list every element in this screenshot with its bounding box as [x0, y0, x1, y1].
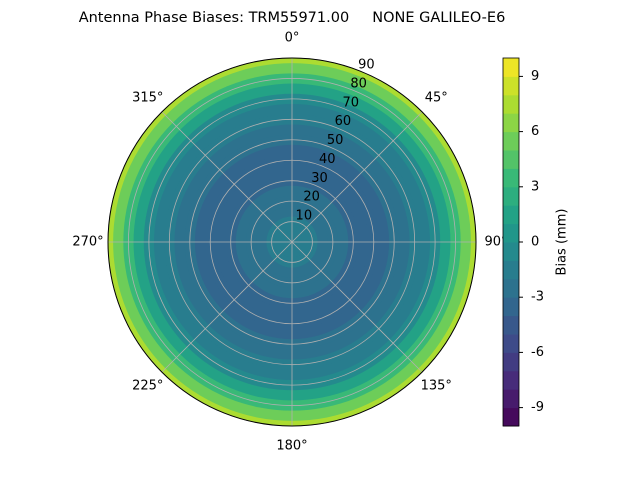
colorbar: -9 -6 -3 0 3 6 9 Bias (mm) [502, 57, 570, 427]
colorbar-band [503, 297, 519, 317]
r-tick-label: 80 [350, 76, 367, 91]
r-tick-label: 40 [319, 152, 336, 167]
colorbar-band [503, 242, 519, 261]
r-tick-label: 10 [296, 209, 313, 224]
chart-title: Antenna Phase Biases: TRM55971.00 NONE G… [79, 10, 506, 26]
colorbar-band [503, 76, 519, 96]
polar-frame [107, 57, 477, 427]
theta-tick-label: 0° [285, 31, 300, 46]
colorbar-tick-label: -3 [531, 290, 544, 305]
colorbar-band [503, 94, 519, 114]
colorbar-band [503, 205, 519, 225]
r-tick-label: 90 [358, 58, 375, 73]
theta-tick-label: 90° [484, 235, 507, 250]
theta-tick-label: 45° [425, 90, 448, 105]
grid-spoke [161, 111, 293, 243]
grid-spoke [291, 241, 423, 373]
colorbar-tick-label: -9 [531, 400, 544, 415]
grid-spoke [291, 111, 423, 243]
colorbar-tick-label: -6 [531, 345, 544, 360]
colorbar-band [503, 186, 519, 206]
theta-tick-label: 315° [132, 90, 163, 105]
theta-tick-label: 180° [276, 439, 307, 454]
colorbar-band [503, 150, 519, 169]
colorbar-band [503, 352, 519, 372]
colorbar-tick-label: 6 [531, 124, 539, 139]
colorbar-band [503, 131, 519, 151]
colorbar-band [503, 315, 519, 335]
polar-plot: 10 20 30 40 50 60 70 80 90 0° 45° 90° 135° 180° 225° 27… [72, 31, 507, 454]
theta-tick-label: 135° [421, 379, 452, 394]
colorbar-tick-label: 0 [531, 235, 539, 250]
colorbar-band [503, 168, 519, 188]
colorbar-band [503, 58, 519, 77]
colorbar-band [503, 389, 519, 409]
r-tick-label: 60 [335, 114, 352, 129]
colorbar-band [503, 113, 519, 133]
colorbar-band [503, 223, 519, 243]
colorbar-band [503, 278, 519, 298]
theta-tick-label: 225° [132, 379, 163, 394]
theta-tick-label: 270° [72, 235, 103, 250]
r-tick-label: 20 [303, 190, 320, 205]
colorbar-band [503, 260, 519, 280]
r-tick-label: 50 [327, 133, 344, 148]
grid-spoke [161, 241, 293, 373]
colorbar-band [503, 334, 519, 353]
colorbar-band [503, 370, 519, 390]
colorbar-label: Bias (mm) [555, 209, 570, 276]
r-tick-label: 70 [342, 95, 359, 110]
colorbar-tick-label: 3 [531, 179, 539, 194]
colorbar-band [503, 407, 519, 427]
r-tick-label: 30 [311, 171, 328, 186]
colorbar-tick-label: 9 [531, 69, 539, 84]
